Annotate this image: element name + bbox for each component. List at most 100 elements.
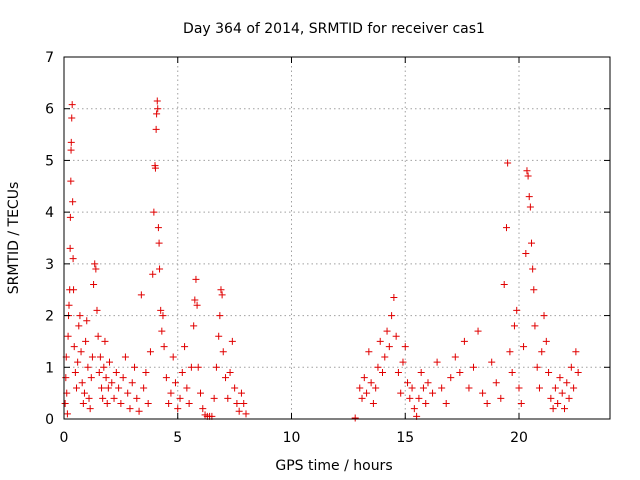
data-point-0-62	[133, 394, 141, 402]
data-point-0-75	[153, 97, 161, 105]
data-point-0-121	[237, 389, 245, 397]
data-point-0-165	[470, 363, 477, 371]
data-point-0-70	[150, 208, 158, 216]
data-point-0-1	[62, 374, 70, 382]
data-point-0-168	[483, 399, 491, 407]
y-tick-label-1: 1	[45, 360, 54, 376]
data-point-0-107	[210, 394, 218, 402]
x-tick-label-4: 20	[510, 430, 528, 446]
data-point-0-187	[528, 239, 536, 247]
data-point-0-153	[419, 384, 427, 392]
data-point-0-64	[137, 291, 145, 299]
data-point-0-100	[194, 363, 202, 371]
data-point-0-0	[61, 399, 69, 407]
data-point-0-101	[197, 389, 204, 397]
axes-layer: 0 5 10 15 20 0 1 2 3 4 5 6 7	[45, 50, 611, 446]
data-point-0-138	[385, 343, 393, 351]
data-point-0-27	[79, 399, 87, 407]
data-point-0-197	[547, 394, 555, 402]
data-point-0-33	[86, 405, 94, 413]
data-point-0-84	[162, 374, 170, 382]
data-point-0-46	[101, 337, 109, 345]
y-axis-label: SRMTID / TECUs	[6, 182, 22, 295]
data-point-0-132	[372, 384, 380, 392]
data-point-0-10	[66, 213, 74, 221]
data-point-0-117	[228, 337, 236, 345]
data-point-0-118	[231, 384, 239, 392]
data-point-0-147	[406, 394, 414, 402]
data-point-0-48	[103, 399, 111, 407]
y-tick-label-6: 6	[45, 102, 54, 118]
data-point-0-112	[218, 291, 226, 299]
x-tick-label-2: 10	[283, 430, 301, 446]
data-point-0-159	[442, 399, 450, 407]
data-point-0-83	[160, 343, 168, 351]
data-point-0-88	[171, 379, 179, 387]
data-point-0-111	[217, 286, 225, 294]
data-point-0-170	[492, 379, 500, 387]
data-point-0-99	[193, 301, 201, 309]
data-point-0-16	[69, 198, 77, 206]
data-point-0-115	[224, 394, 232, 402]
data-point-0-131	[369, 399, 377, 407]
data-point-0-136	[381, 353, 389, 361]
data-point-0-31	[84, 363, 92, 371]
data-point-0-45	[100, 363, 108, 371]
data-point-0-155	[424, 379, 432, 387]
data-point-0-120	[235, 407, 243, 415]
data-point-0-109	[215, 332, 223, 340]
data-point-0-119	[233, 399, 241, 407]
data-point-0-80	[157, 306, 165, 314]
data-point-0-186	[526, 203, 534, 211]
data-point-0-17	[69, 255, 77, 263]
data-point-0-40	[94, 332, 102, 340]
y-tick-label-2: 2	[45, 309, 54, 325]
data-point-0-110	[216, 312, 224, 320]
data-point-0-156	[429, 389, 437, 397]
data-point-0-37	[91, 260, 99, 268]
data-point-0-191	[533, 363, 541, 371]
data-point-0-57	[121, 353, 129, 361]
data-point-0-47	[102, 374, 110, 382]
data-point-0-67	[144, 399, 152, 407]
data-point-0-124	[351, 414, 359, 422]
data-point-0-74	[153, 110, 161, 118]
data-point-0-128	[363, 389, 371, 397]
data-point-0-148	[408, 384, 416, 392]
data-point-0-192	[535, 384, 543, 392]
data-point-0-56	[119, 374, 127, 382]
data-point-0-188	[529, 265, 537, 273]
data-point-0-189	[530, 286, 538, 294]
data-point-0-18	[70, 286, 78, 294]
data-point-0-13	[67, 138, 75, 146]
data-point-0-9	[66, 244, 74, 252]
data-point-0-151	[415, 394, 423, 402]
data-point-0-55	[117, 399, 125, 407]
data-point-0-4	[63, 410, 71, 418]
data-point-0-141	[392, 332, 400, 340]
data-point-0-25	[77, 348, 85, 356]
data-point-0-96	[190, 322, 198, 330]
data-point-0-108	[212, 363, 220, 371]
data-point-0-77	[154, 224, 162, 232]
data-point-0-144	[399, 358, 407, 366]
data-point-0-7	[65, 301, 73, 309]
data-point-0-43	[98, 384, 106, 392]
data-point-0-127	[360, 374, 368, 382]
data-point-0-95	[187, 363, 195, 371]
data-point-0-91	[178, 368, 186, 376]
data-point-0-52	[110, 394, 118, 402]
data-point-0-143	[397, 389, 405, 397]
data-point-0-78	[155, 239, 163, 247]
y-tick-label-0: 0	[45, 412, 54, 428]
data-point-0-194	[540, 312, 548, 320]
data-point-0-200	[554, 399, 562, 407]
data-point-0-5	[64, 332, 72, 340]
data-point-0-59	[126, 405, 134, 413]
data-point-0-72	[151, 164, 159, 172]
data-point-0-193	[538, 348, 546, 356]
data-point-0-11	[67, 177, 75, 185]
data-point-0-85	[165, 399, 173, 407]
data-point-0-44	[99, 394, 107, 402]
